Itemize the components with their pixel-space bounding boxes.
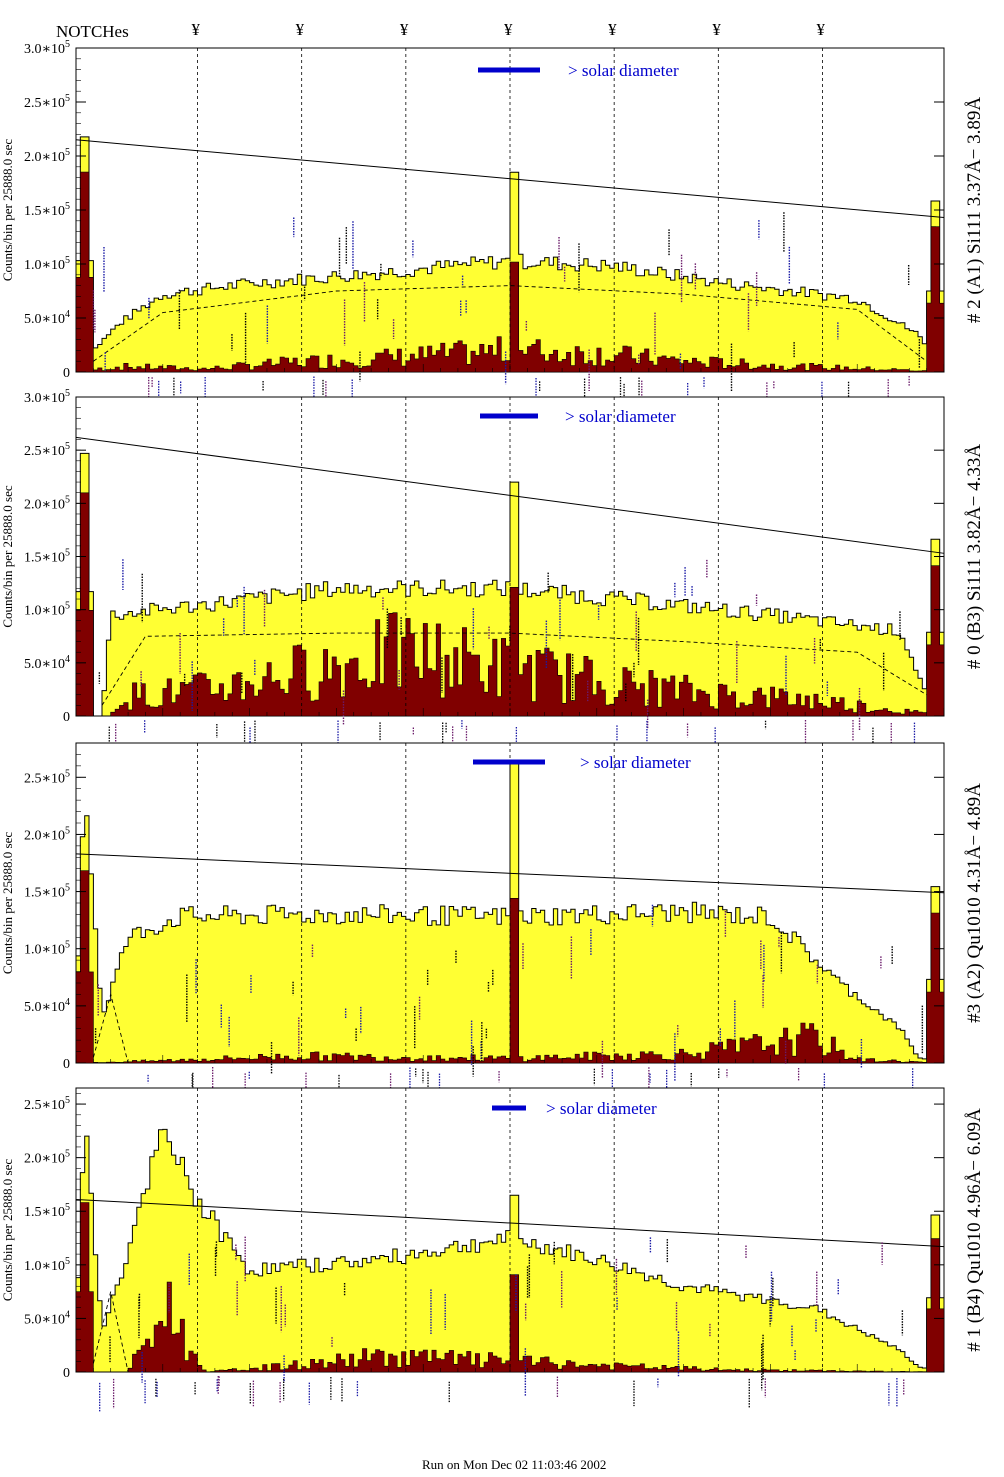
y-tick-label-1-1: 5.0∗104 [24, 654, 70, 672]
notch-symbol-3: ¥ [504, 20, 513, 39]
y-axis-label-3: Counts/bin per 25888.0 sec [0, 1159, 15, 1301]
panel-title-2: #3 (A2) Qu1010 4.31Å− 4.89Å [964, 783, 985, 1023]
dashed-profile-1 [101, 632, 927, 706]
y-tick-label-1-5: 2.5∗105 [24, 441, 70, 459]
panel-title-3: # 1 (B4) Qu1010 4.96Å− 6.09Å [964, 1108, 985, 1352]
panel-title-0: # 2 (A1) Si111 3.37Å− 3.89Å [964, 97, 985, 323]
notch-symbol-1: ¥ [295, 20, 305, 39]
panel-title-1: # 0 (B3) Si111 3.82Å− 4.33Å [964, 444, 985, 669]
y-tick-label-3-4: 2.0∗105 [24, 1149, 70, 1167]
y-axis-label-0: Counts/bin per 25888.0 sec [0, 139, 15, 281]
y-tick-label-1-3: 1.5∗105 [24, 548, 70, 566]
trend-line-2 [75, 853, 945, 894]
y-tick-label-3-3: 1.5∗105 [24, 1202, 70, 1220]
y-tick-label-0-4: 2.0∗105 [24, 147, 70, 165]
dashed-profile-0 [93, 285, 927, 362]
legend-label-1: > solar diameter [565, 407, 676, 426]
y-axis-label-2: Counts/bin per 25888.0 sec [0, 832, 15, 974]
trend-line-3 [75, 1198, 945, 1248]
notch-symbol-6: ¥ [816, 20, 825, 39]
y-tick-label-1-6: 3.0∗105 [24, 388, 70, 406]
y-tick-label-1-2: 1.0∗105 [24, 601, 70, 619]
y-tick-label-0-3: 1.5∗105 [24, 201, 70, 219]
notch-symbol-4: ¥ [608, 20, 617, 39]
y-axis-label-1: Counts/bin per 25888.0 sec [0, 485, 15, 627]
histogram-dark-1 [75, 492, 945, 717]
y-tick-label-0-2: 1.0∗105 [24, 255, 70, 273]
dashed-profile-3 [92, 1291, 129, 1373]
y-tick-label-3-2: 1.0∗105 [24, 1256, 70, 1274]
y-tick-label-2-4: 2.0∗105 [24, 825, 70, 843]
y-tick-label-0-5: 2.5∗105 [24, 93, 70, 111]
y-tick-label-2-1: 5.0∗104 [24, 997, 70, 1015]
y-tick-label-0-0: 0 [63, 366, 70, 381]
y-tick-label-3-1: 5.0∗104 [24, 1309, 70, 1327]
legend-label-0: > solar diameter [568, 61, 679, 80]
notch-symbol-5: ¥ [712, 20, 721, 39]
y-tick-label-2-2: 1.0∗105 [24, 940, 70, 958]
y-tick-label-3-0: 0 [63, 1366, 70, 1381]
legend-label-2: > solar diameter [580, 753, 691, 772]
trend-line-0 [75, 139, 945, 219]
dashed-profile-2 [92, 992, 129, 1064]
y-tick-label-0-6: 3.0∗105 [24, 39, 70, 57]
notch-symbol-0: ¥ [191, 20, 201, 39]
trend-line-1 [75, 436, 945, 554]
run-timestamp: Run on Mon Dec 02 11:03:46 2002 [422, 1457, 607, 1472]
y-tick-label-2-3: 1.5∗105 [24, 883, 70, 901]
legend-label-3: > solar diameter [546, 1099, 657, 1118]
y-tick-label-1-0: 0 [63, 710, 70, 725]
y-tick-label-2-0: 0 [63, 1057, 70, 1072]
notches-label: NOTCHes [56, 22, 129, 41]
y-tick-label-0-1: 5.0∗104 [24, 309, 70, 327]
y-tick-label-3-5: 2.5∗105 [24, 1095, 70, 1113]
y-tick-label-2-5: 2.5∗105 [24, 768, 70, 786]
notch-symbol-2: ¥ [399, 20, 409, 39]
y-tick-label-1-4: 2.0∗105 [24, 494, 70, 512]
